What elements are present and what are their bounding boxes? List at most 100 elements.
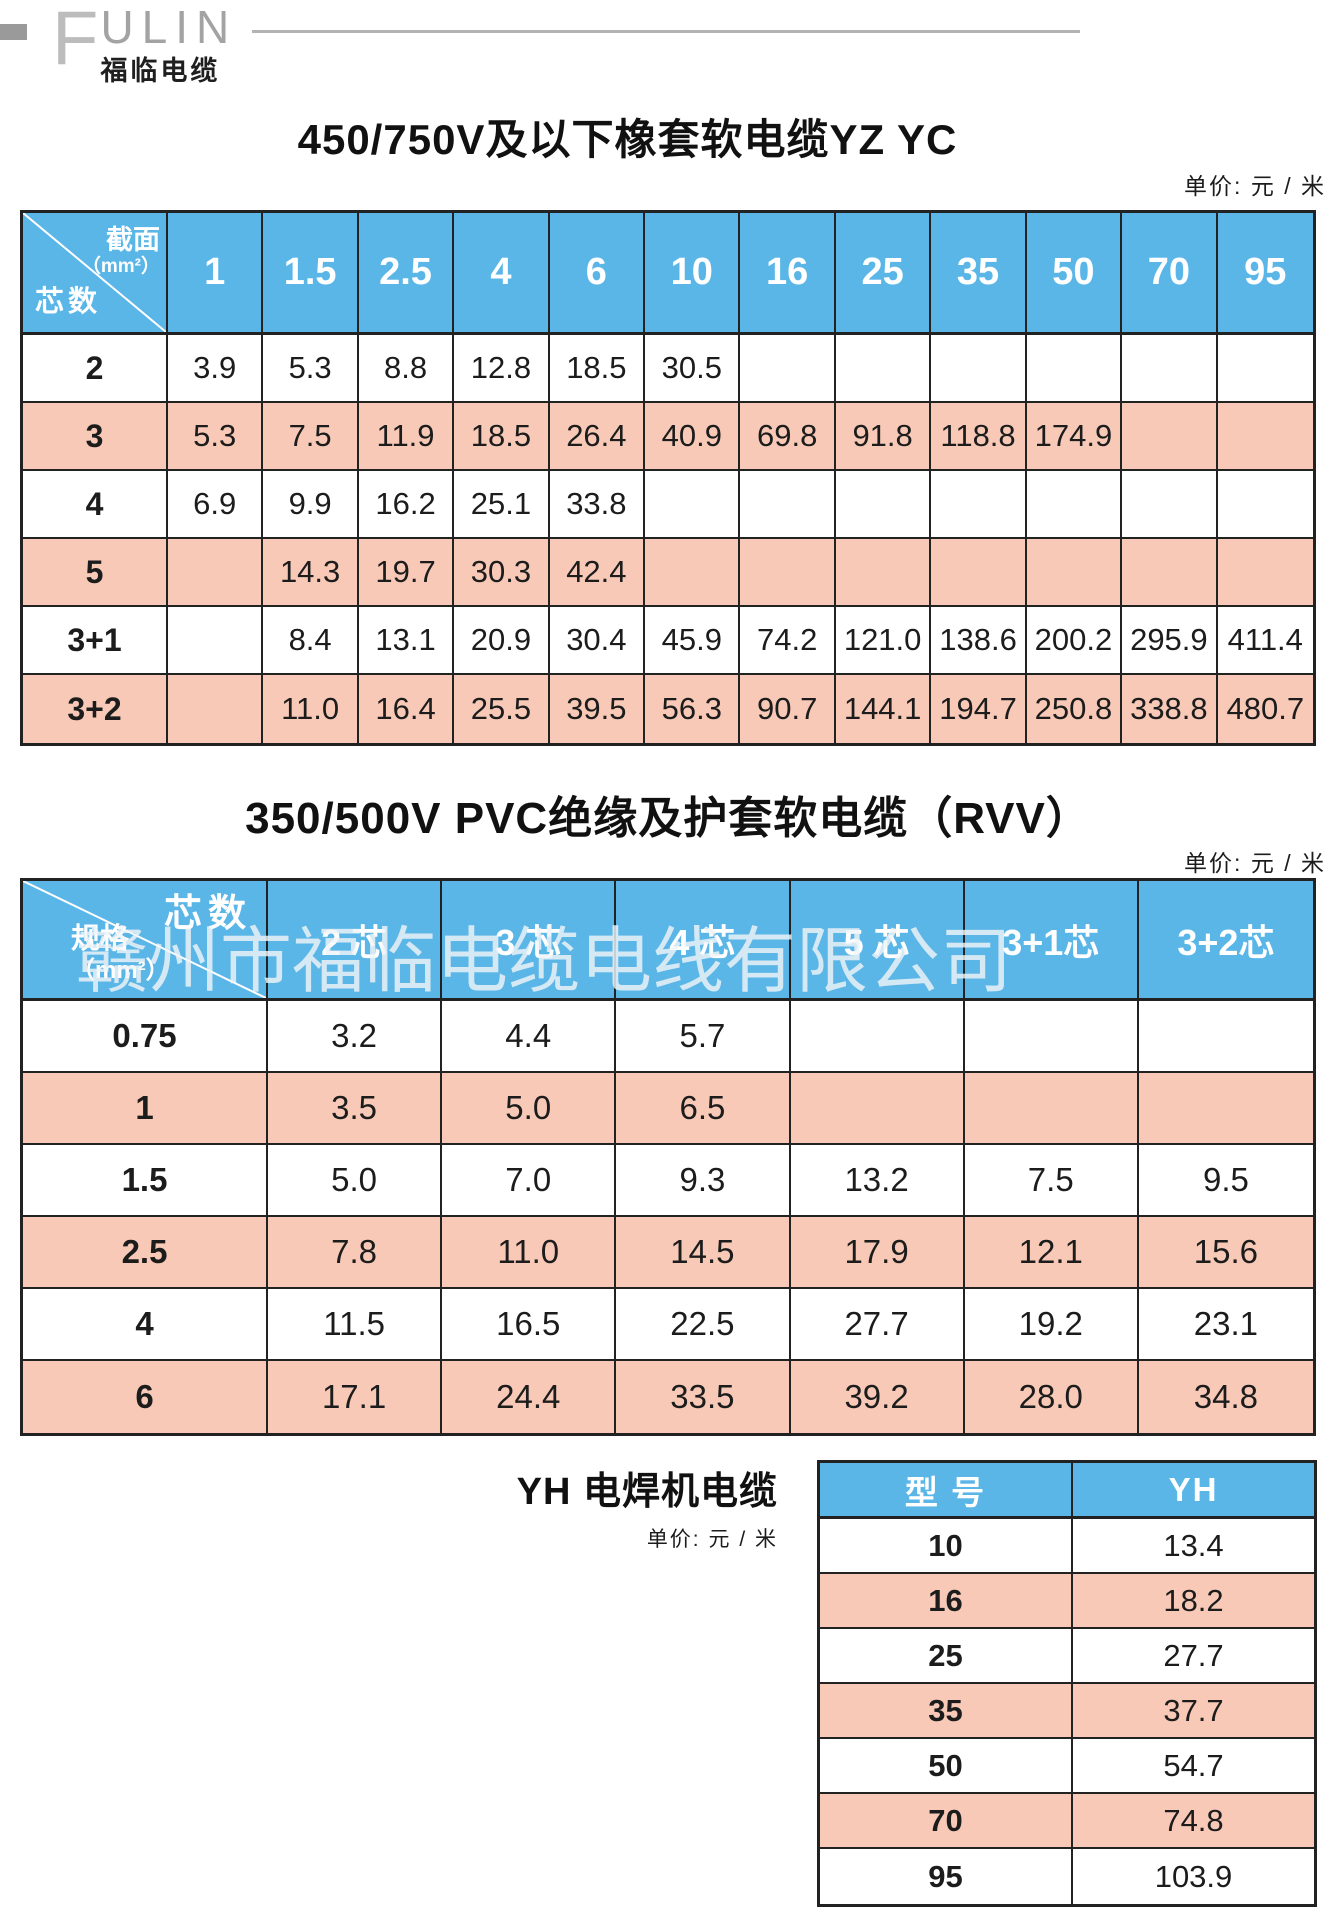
- column-header: 4 芯: [616, 881, 791, 998]
- price-cell: [168, 675, 264, 743]
- row-label: 95: [820, 1849, 1073, 1904]
- price-cell: 23.1: [1193, 1305, 1259, 1342]
- logo-subtitle: 福临电缆: [100, 56, 221, 86]
- row-label: 50: [820, 1739, 1073, 1792]
- price-cell: 16.4: [359, 675, 455, 743]
- price-cell: [836, 539, 932, 605]
- price-cell: 7.0: [442, 1145, 617, 1215]
- price-cell: 7.5: [965, 1145, 1139, 1215]
- price-cell: 30.5: [645, 335, 741, 401]
- price-cell: [1218, 403, 1313, 469]
- table-body: 10 13.4 16 18.2 25 27.7 35 37.7 50 54.7 70 74.8 95 10…: [820, 1519, 1314, 1904]
- row-label: 25: [820, 1629, 1073, 1682]
- price-cell: [965, 1001, 1139, 1071]
- corner-top-label: 截面: [106, 225, 160, 255]
- price-cell: [645, 471, 741, 537]
- row-label: 6: [23, 1361, 268, 1433]
- table-row: 3 5.3 7.5 11.9 18.5 26.4 40.9 69.8 91.8 118.8 174.…: [23, 403, 1313, 471]
- price-cell: 45.9: [645, 607, 741, 673]
- price-cell: 18.5: [550, 335, 646, 401]
- corner-top-label: 芯数: [163, 893, 252, 935]
- price-cell: [931, 335, 1027, 401]
- table-row: 16 18.2: [820, 1574, 1314, 1629]
- price-cell: 54.7: [1163, 1747, 1224, 1783]
- price-cell: 338.8: [1122, 675, 1218, 743]
- row-label: 4: [23, 471, 168, 537]
- price-cell: 194.7: [931, 675, 1027, 743]
- price-cell: 90.7: [740, 675, 836, 743]
- price-cell: 13.2: [791, 1145, 965, 1215]
- logo-edge-mark: [0, 24, 27, 40]
- price-cell: 30.3: [454, 539, 550, 605]
- price-cell: 17.1: [268, 1361, 443, 1433]
- price-cell: [1027, 335, 1123, 401]
- logo-text-block: ULIN 福临电缆: [100, 4, 237, 85]
- price-cell: 18.5: [454, 403, 550, 469]
- diagonal-line: [23, 881, 266, 998]
- column-header: 50: [1026, 213, 1123, 332]
- price-cell: 20.9: [454, 607, 550, 673]
- column-header: 3 芯: [442, 881, 617, 998]
- price-cell: [1218, 471, 1313, 537]
- price-cell: 3.5: [268, 1073, 443, 1143]
- price-cell: 295.9: [1122, 607, 1218, 673]
- corner-header-cell: 截面 （mm²） 芯数: [23, 213, 168, 332]
- price-cell: 5.7: [616, 1001, 791, 1071]
- price-cell: 22.5: [616, 1289, 791, 1359]
- column-header: 3+2芯: [1138, 881, 1313, 998]
- price-cell: 26.4: [550, 403, 646, 469]
- table-row: 95 103.9: [820, 1849, 1314, 1904]
- price-cell: [931, 539, 1027, 605]
- column-header: 6: [549, 213, 646, 332]
- price-cell: 5.3: [263, 335, 359, 401]
- price-cell: 480.7: [1226, 691, 1305, 726]
- column-header: 70: [1122, 213, 1218, 332]
- row-label: 2.5: [23, 1217, 268, 1287]
- header-divider-line: [252, 30, 1080, 33]
- column-header: 35: [931, 213, 1027, 332]
- price-cell: 121.0: [836, 607, 932, 673]
- price-cell: 14.3: [263, 539, 359, 605]
- section-title-rvv: 350/500V PVC绝缘及护套软电缆（RVV）: [245, 794, 1091, 843]
- logo-initial: F: [52, 0, 99, 81]
- price-cell: 25.1: [454, 471, 550, 537]
- table-row: 3+1 8.4 13.1 20.9 30.4 45.9 74.2 121.0 138.6 200.…: [23, 607, 1313, 675]
- price-cell: 34.8: [1193, 1378, 1259, 1415]
- price-cell: 4.4: [442, 1001, 617, 1071]
- price-cell: 9.9: [263, 471, 359, 537]
- price-cell: [836, 335, 932, 401]
- table-body: 2 3.9 5.3 8.8 12.8 18.5 30.5 3 5.3 7.5 11.9 18.5 26.…: [23, 335, 1313, 743]
- price-cell: 27.7: [1163, 1637, 1224, 1673]
- table-row: 1.5 5.0 7.0 9.3 13.2 7.5 9.5: [23, 1145, 1313, 1217]
- row-label: 35: [820, 1684, 1073, 1737]
- price-cell: 11.0: [442, 1217, 617, 1287]
- price-cell: 3.9: [168, 335, 264, 401]
- table-row: 10 13.4: [820, 1519, 1314, 1574]
- column-header: 2 芯: [268, 881, 443, 998]
- column-header: 型 号: [820, 1463, 1073, 1516]
- table-row: 3+2 11.0 16.4 25.5 39.5 56.3 90.7 144.1 194.7 250…: [23, 675, 1313, 743]
- price-cell: 24.4: [442, 1361, 617, 1433]
- row-label: 2: [23, 335, 168, 401]
- price-cell: [791, 1001, 965, 1071]
- table-row: 6 17.1 24.4 33.5 39.2 28.0 34.8: [23, 1361, 1313, 1433]
- price-cell: 39.2: [791, 1361, 965, 1433]
- price-cell: 9.5: [1202, 1161, 1249, 1198]
- price-cell: [740, 471, 836, 537]
- price-cell: 56.3: [645, 675, 741, 743]
- row-label: 1.5: [23, 1145, 268, 1215]
- price-cell: 7.8: [268, 1217, 443, 1287]
- table-row: 70 74.8: [820, 1794, 1314, 1849]
- row-label: 16: [820, 1574, 1073, 1627]
- price-cell: 15.6: [1193, 1233, 1259, 1270]
- row-label: 0.75: [23, 1001, 268, 1071]
- price-cell: 118.8: [931, 403, 1027, 469]
- price-cell: 13.4: [1163, 1527, 1224, 1563]
- column-header: 3+1芯: [964, 881, 1139, 998]
- price-cell: 74.2: [740, 607, 836, 673]
- price-cell: [645, 539, 741, 605]
- column-header: 5 芯: [790, 881, 965, 998]
- price-table-yh: 型 号 YH 10 13.4 16 18.2 25 27.7 35 37.7 50 54.7 70 74…: [817, 1460, 1317, 1907]
- table-header-row: 截面 （mm²） 芯数 1 1.5 2.5 4 6 10 16 25 35 50 70 95: [23, 213, 1313, 335]
- corner-label-section: 截面 （mm²）: [82, 225, 160, 278]
